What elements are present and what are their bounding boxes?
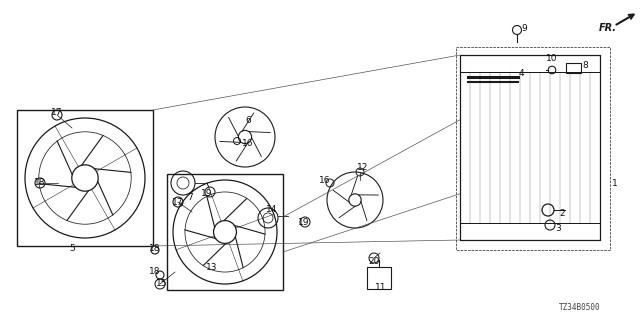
Text: 19: 19 <box>298 218 310 227</box>
Bar <box>167 174 283 290</box>
Bar <box>367 267 391 289</box>
Text: 13: 13 <box>206 263 218 273</box>
Text: 11: 11 <box>375 284 387 292</box>
Text: 18: 18 <box>149 268 161 276</box>
Text: 1: 1 <box>612 179 618 188</box>
Bar <box>460 55 600 72</box>
Text: 4: 4 <box>518 68 524 77</box>
Text: 17: 17 <box>172 197 184 206</box>
Text: TZ34B0500: TZ34B0500 <box>559 303 601 313</box>
Text: 16: 16 <box>243 139 253 148</box>
Text: 5: 5 <box>69 244 75 252</box>
Text: 6: 6 <box>245 116 251 124</box>
Text: 18: 18 <box>149 244 161 252</box>
Bar <box>460 55 600 240</box>
Text: 15: 15 <box>156 279 168 289</box>
Text: 10: 10 <box>547 53 557 62</box>
Text: FR.: FR. <box>599 23 617 33</box>
Text: 20: 20 <box>368 257 380 266</box>
Text: 12: 12 <box>357 163 369 172</box>
Text: 7: 7 <box>187 193 193 202</box>
Bar <box>566 63 581 73</box>
Text: 9: 9 <box>521 23 527 33</box>
Text: 2: 2 <box>559 209 565 218</box>
Bar <box>456 47 610 250</box>
Text: 18: 18 <box>35 178 45 187</box>
Text: 17: 17 <box>51 108 63 116</box>
Bar <box>17 110 153 246</box>
Bar <box>460 223 600 240</box>
Text: 19: 19 <box>201 188 212 197</box>
Text: 16: 16 <box>319 175 331 185</box>
Text: 8: 8 <box>582 60 588 69</box>
Text: 3: 3 <box>555 223 561 233</box>
Text: 14: 14 <box>266 204 278 213</box>
